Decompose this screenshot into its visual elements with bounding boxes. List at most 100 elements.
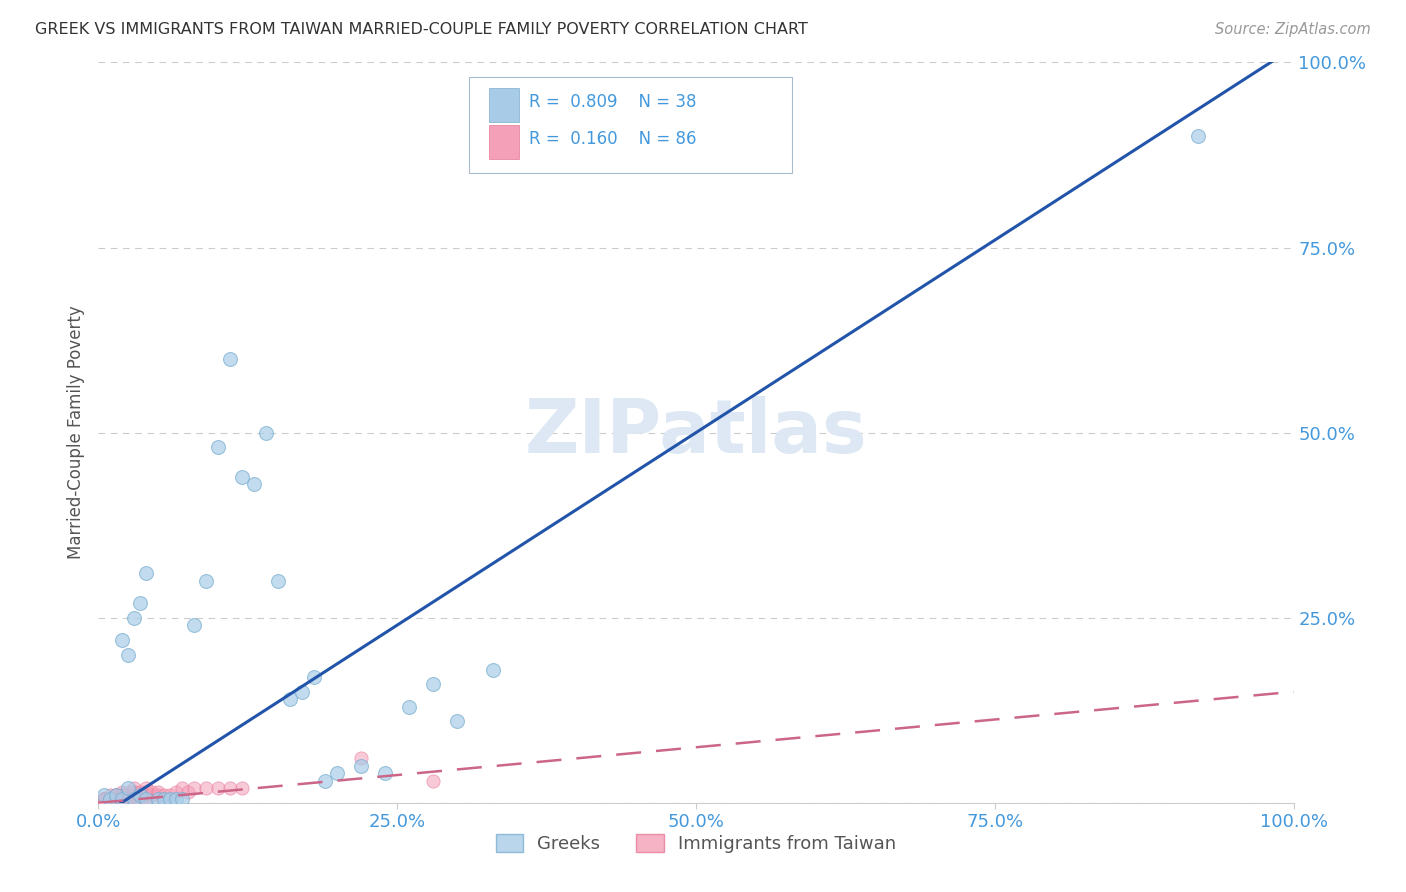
Point xyxy=(93,792,115,806)
Point xyxy=(326,766,349,780)
Point xyxy=(135,792,157,806)
Point xyxy=(148,792,170,806)
Point xyxy=(111,792,134,806)
Point xyxy=(231,780,253,795)
Point xyxy=(446,714,468,729)
Point xyxy=(243,477,266,491)
Point xyxy=(98,789,122,803)
Point xyxy=(93,792,115,806)
Point xyxy=(105,792,128,806)
Point xyxy=(124,780,146,795)
Point xyxy=(105,792,128,806)
Point xyxy=(98,792,122,806)
Point xyxy=(105,789,128,803)
Point xyxy=(93,792,115,806)
Point xyxy=(111,792,134,806)
Point xyxy=(302,670,325,684)
Point xyxy=(254,425,277,440)
Point xyxy=(422,773,444,788)
Point xyxy=(129,785,152,799)
Point xyxy=(117,789,139,803)
Point xyxy=(93,792,115,806)
Bar xyxy=(489,88,519,121)
Point xyxy=(278,692,301,706)
Point xyxy=(159,789,181,803)
Point xyxy=(195,780,218,795)
Point xyxy=(481,663,505,677)
Point xyxy=(195,574,218,588)
Point xyxy=(219,780,242,795)
Point xyxy=(141,785,163,799)
Point xyxy=(98,792,122,806)
Point xyxy=(135,792,157,806)
Point xyxy=(98,792,122,806)
Point xyxy=(117,780,139,795)
Point xyxy=(111,792,134,806)
Point xyxy=(183,780,205,795)
Point xyxy=(135,566,157,581)
Point xyxy=(111,792,134,806)
Point xyxy=(93,792,115,806)
Point xyxy=(124,792,146,806)
Point xyxy=(135,789,157,803)
Point xyxy=(93,792,115,806)
Point xyxy=(93,792,115,806)
Point xyxy=(1187,129,1209,144)
Point xyxy=(165,792,187,806)
Point xyxy=(207,441,229,455)
Point xyxy=(129,596,152,610)
Point xyxy=(129,792,152,806)
Point xyxy=(105,792,128,806)
Point xyxy=(124,789,146,803)
Point xyxy=(93,792,115,806)
Point xyxy=(111,789,134,803)
Point xyxy=(159,792,181,806)
Point xyxy=(117,792,139,806)
Point xyxy=(219,351,242,366)
Text: GREEK VS IMMIGRANTS FROM TAIWAN MARRIED-COUPLE FAMILY POVERTY CORRELATION CHART: GREEK VS IMMIGRANTS FROM TAIWAN MARRIED-… xyxy=(35,22,808,37)
Point xyxy=(98,792,122,806)
Text: R =  0.160    N = 86: R = 0.160 N = 86 xyxy=(529,129,696,148)
Point xyxy=(135,780,157,795)
Point xyxy=(98,792,122,806)
Point xyxy=(93,792,115,806)
Text: ZIPatlas: ZIPatlas xyxy=(524,396,868,469)
Point xyxy=(105,789,128,803)
Text: Source: ZipAtlas.com: Source: ZipAtlas.com xyxy=(1215,22,1371,37)
Point xyxy=(422,677,444,691)
Point xyxy=(177,785,200,799)
Point xyxy=(124,785,146,799)
Point xyxy=(93,792,115,806)
Legend: Greeks, Immigrants from Taiwan: Greeks, Immigrants from Taiwan xyxy=(489,827,903,861)
Point xyxy=(93,792,115,806)
Point xyxy=(129,789,152,803)
Point xyxy=(153,792,176,806)
Point xyxy=(98,792,122,806)
Point xyxy=(172,780,194,795)
Point xyxy=(124,785,146,799)
Point xyxy=(93,792,115,806)
Point xyxy=(93,792,115,806)
Point xyxy=(398,699,420,714)
Point xyxy=(93,792,115,806)
Point xyxy=(350,758,373,772)
Point xyxy=(374,766,396,780)
Point xyxy=(111,789,134,803)
Bar xyxy=(489,126,519,159)
Point xyxy=(98,792,122,806)
Point xyxy=(148,785,170,799)
Point xyxy=(129,789,152,803)
Point xyxy=(105,792,128,806)
Point xyxy=(153,789,176,803)
Point xyxy=(111,792,134,806)
Point xyxy=(105,792,128,806)
Point xyxy=(124,789,146,803)
Point xyxy=(165,785,187,799)
Point xyxy=(207,780,229,795)
Point xyxy=(124,610,146,624)
Point xyxy=(117,789,139,803)
FancyBboxPatch shape xyxy=(470,78,792,173)
Point xyxy=(141,789,163,803)
Y-axis label: Married-Couple Family Poverty: Married-Couple Family Poverty xyxy=(66,306,84,559)
Point xyxy=(93,792,115,806)
